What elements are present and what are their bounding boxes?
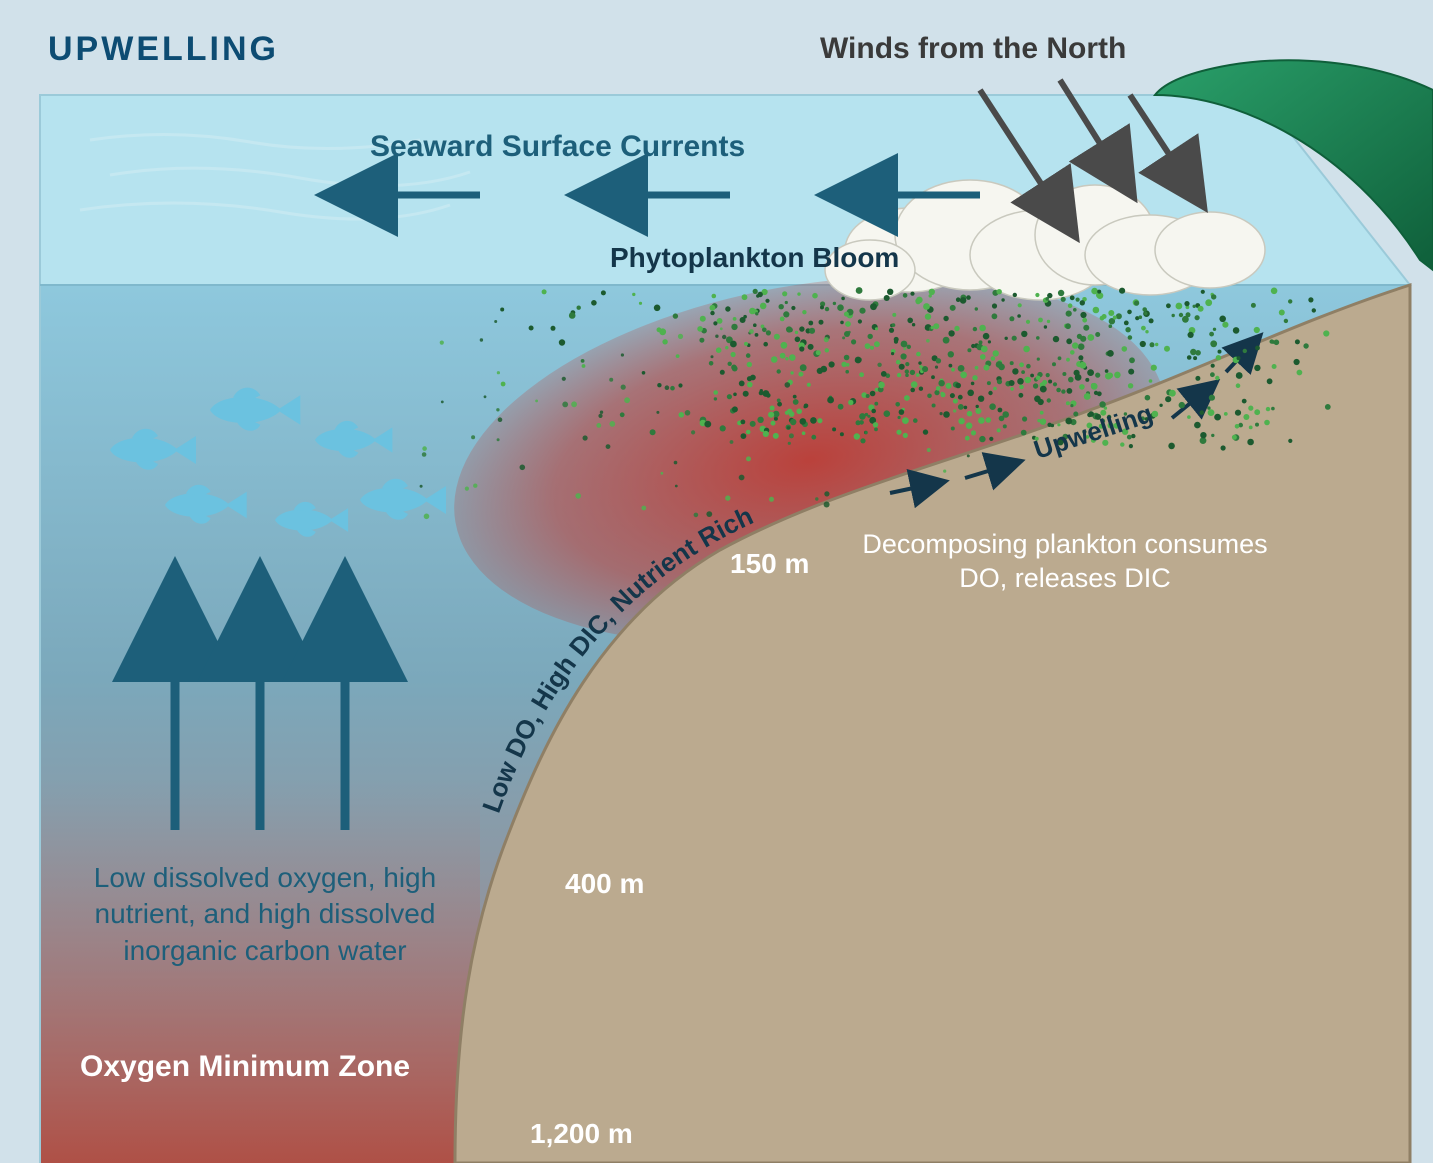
winds-label: Winds from the North [820, 32, 1126, 66]
title: UPWELLING [48, 30, 279, 69]
deep-water-label: Low dissolved oxygen, high nutrient, and… [70, 860, 460, 969]
phytoplankton-label: Phytoplankton Bloom [610, 242, 899, 274]
depth-400: 400 m [565, 868, 644, 900]
decomposing-label: Decomposing plankton consumes DO, releas… [855, 528, 1275, 596]
surface-currents-label: Seaward Surface Currents [370, 130, 745, 164]
depth-1200: 1,200 m [530, 1118, 633, 1150]
depth-150: 150 m [730, 548, 809, 580]
omz-gradient [40, 780, 480, 1163]
omz-label: Oxygen Minimum Zone [80, 1050, 410, 1084]
